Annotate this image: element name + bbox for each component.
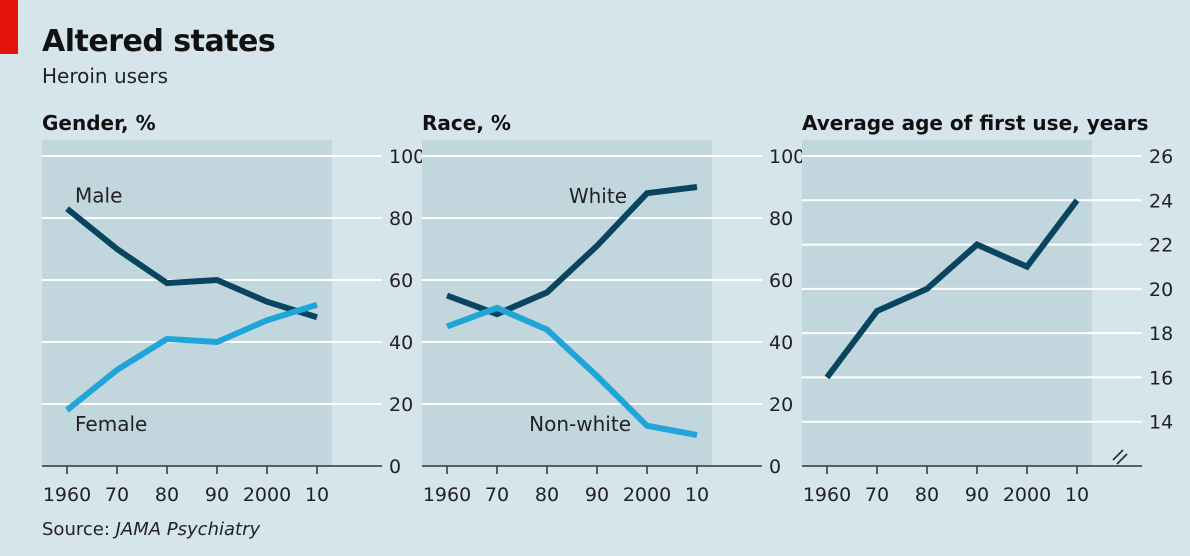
x-tick-label: 1960 <box>43 484 91 506</box>
y-tick-label: 0 <box>389 456 401 478</box>
y-tick-label: 20 <box>389 394 413 416</box>
panel-title-2: Race, % <box>422 111 511 135</box>
series-label-non-white: Non-white <box>529 412 631 436</box>
x-tick-label: 2000 <box>1003 484 1051 506</box>
x-tick-label: 2000 <box>243 484 291 506</box>
y-tick-label: 100 <box>389 146 425 168</box>
y-tick-label: 24 <box>1149 190 1173 212</box>
source-prefix: Source: <box>42 519 116 540</box>
series-label-white: White <box>569 184 627 208</box>
x-tick-label: 90 <box>205 484 229 506</box>
x-tick-label: 80 <box>915 484 939 506</box>
series-line-non-white <box>445 304 698 438</box>
x-tick-label: 80 <box>155 484 179 506</box>
y-tick-label: 22 <box>1149 235 1173 257</box>
y-tick-label: 40 <box>389 332 413 354</box>
x-tick-label: 80 <box>535 484 559 506</box>
y-tick-label: 60 <box>389 270 413 292</box>
source-name: JAMA Psychiatry <box>115 519 261 540</box>
series-line-female <box>65 301 318 413</box>
x-tick-label: 2000 <box>623 484 671 506</box>
x-tick-label: 10 <box>685 484 709 506</box>
y-tick-label: 18 <box>1149 323 1173 345</box>
chart-title: Altered states <box>42 24 276 59</box>
x-tick-label: 70 <box>485 484 509 506</box>
axis-break-icon <box>1112 449 1128 465</box>
brand-red-tag <box>0 0 18 54</box>
y-tick-label: 20 <box>769 394 793 416</box>
y-tick-label: 40 <box>769 332 793 354</box>
series-line-age <box>824 198 1080 380</box>
x-tick-label: 10 <box>305 484 329 506</box>
series-label-male: Male <box>75 184 122 208</box>
y-tick-label: 80 <box>389 208 413 230</box>
x-tick-label: 70 <box>105 484 129 506</box>
panel-title-3: Average age of first use, years <box>802 111 1149 135</box>
panel-title-1: Gender, % <box>42 111 156 135</box>
x-tick-label: 1960 <box>803 484 851 506</box>
series-line-male <box>65 206 318 321</box>
plot-area-1 <box>42 140 332 466</box>
y-tick-label: 16 <box>1149 367 1173 389</box>
y-tick-label: 100 <box>769 146 805 168</box>
x-tick-label: 1960 <box>423 484 471 506</box>
x-tick-label: 90 <box>965 484 989 506</box>
x-tick-label: 70 <box>865 484 889 506</box>
y-tick-label: 14 <box>1149 412 1173 434</box>
y-tick-label: 0 <box>769 456 781 478</box>
series-label-female: Female <box>75 412 147 436</box>
source-note: Source: JAMA Psychiatry <box>42 519 260 540</box>
plot-area-3 <box>802 140 1092 466</box>
x-tick-label: 90 <box>585 484 609 506</box>
chart-subtitle: Heroin users <box>42 64 168 88</box>
y-tick-label: 26 <box>1149 146 1173 168</box>
x-tick-label: 10 <box>1065 484 1089 506</box>
y-tick-label: 60 <box>769 270 793 292</box>
y-tick-label: 80 <box>769 208 793 230</box>
y-tick-label: 20 <box>1149 279 1173 301</box>
